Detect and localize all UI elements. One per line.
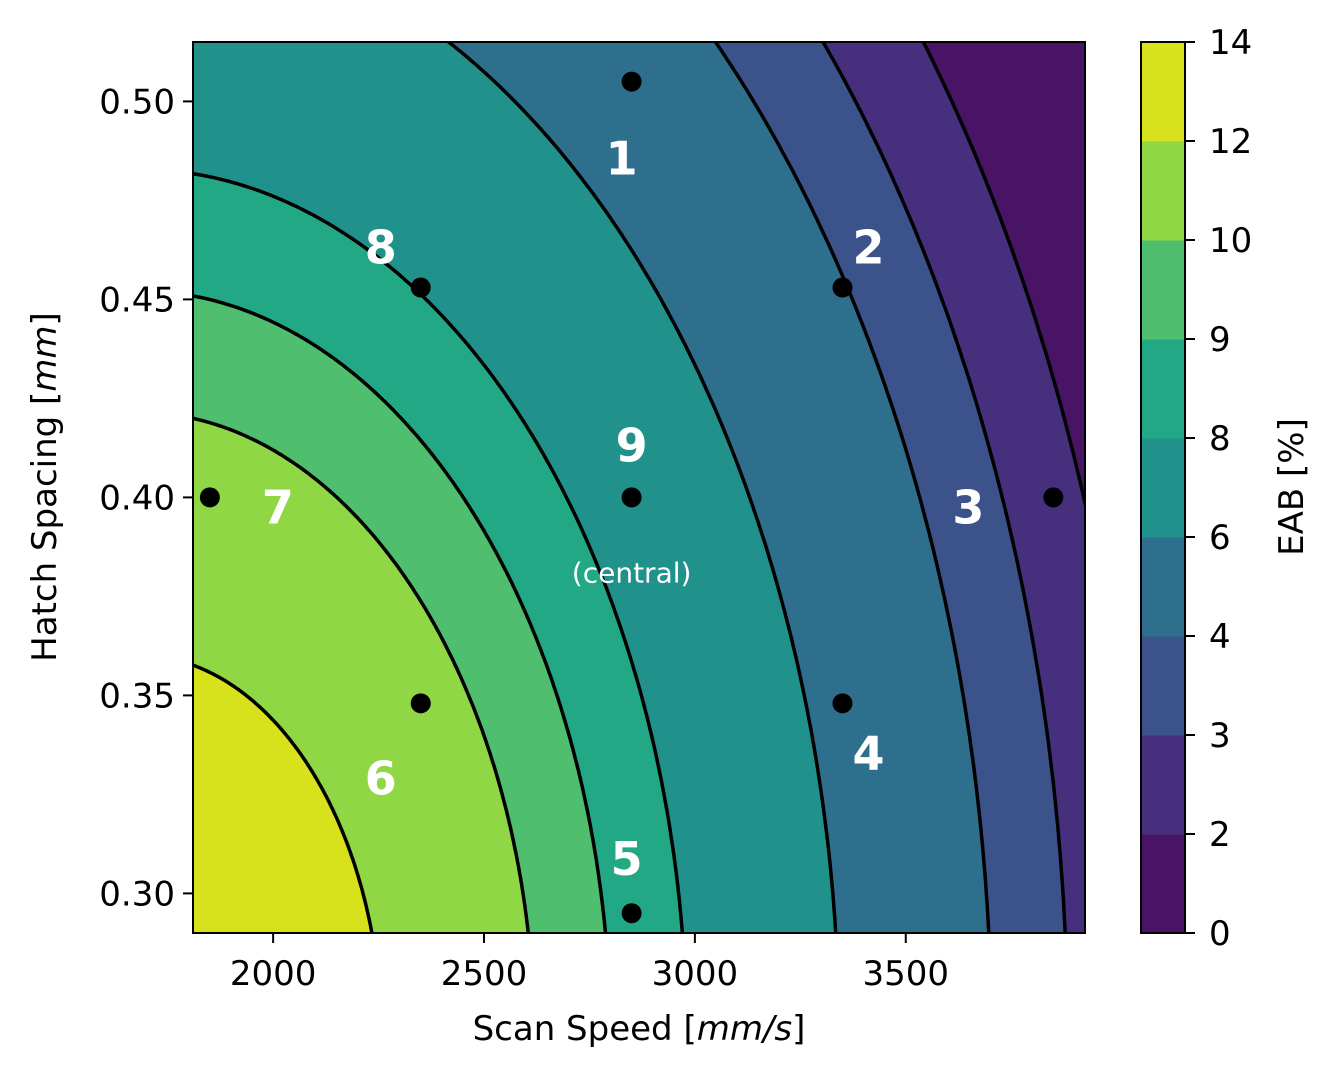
y-axis: 0.30 0.35 0.40 0.45 0.50 — [99, 82, 193, 914]
colorbar-tick-label: 12 — [1209, 122, 1252, 162]
contour-line-4 — [713, 42, 991, 933]
design-point-5 — [621, 903, 642, 924]
colorbar-tick-label: 8 — [1209, 419, 1231, 459]
contour-line-3 — [821, 42, 1067, 933]
contour-line-10 — [193, 416, 531, 933]
design-point-7 — [199, 487, 220, 508]
y-tick-label: 0.50 — [99, 82, 175, 122]
colorbar-frame — [1140, 41, 1186, 934]
design-point-3 — [1043, 487, 1064, 508]
contour-line-8 — [193, 171, 685, 933]
x-axis: 2000 2500 3000 3500 — [230, 933, 949, 994]
colorbar-segment — [1141, 735, 1185, 835]
design-point-8 — [410, 277, 431, 298]
colorbar-segment — [1141, 240, 1185, 340]
colorbar: 0 2 3 4 6 8 9 10 12 14 — [1140, 23, 1252, 954]
point-label-9: 9 — [616, 418, 648, 472]
y-tick-label: 0.30 — [99, 874, 175, 914]
point-label-5: 5 — [611, 832, 643, 886]
point-label-7: 7 — [262, 480, 294, 534]
x-tick-label: 3000 — [652, 954, 739, 994]
point-label-2: 2 — [852, 221, 884, 275]
x-axis-label: Scan Speed [mm/s] — [473, 1009, 806, 1049]
y-tick-label: 0.45 — [99, 280, 175, 320]
x-tick-label: 2000 — [230, 954, 317, 994]
design-point-6 — [410, 693, 431, 714]
plot-frame — [192, 41, 1086, 934]
design-point-9 — [621, 487, 642, 508]
contour-lines-layer — [193, 42, 1085, 933]
central-annotation: (central) — [572, 556, 692, 589]
colorbar-tick-label: 14 — [1209, 23, 1252, 63]
contour-line-9 — [193, 294, 608, 933]
x-tick-label: 2500 — [441, 954, 528, 994]
contour-fill-layer — [193, 42, 1085, 933]
colorbar-tick-label: 9 — [1209, 320, 1231, 360]
y-tick-label: 0.35 — [99, 676, 175, 716]
colorbar-segment — [1141, 537, 1185, 637]
point-label-1: 1 — [606, 132, 638, 186]
colorbar-tick-label: 2 — [1209, 815, 1231, 855]
design-point-4 — [832, 693, 853, 714]
colorbar-segment — [1141, 42, 1185, 142]
contour-line-6 — [445, 42, 838, 933]
colorbar-tick-label: 0 — [1209, 914, 1231, 954]
colorbar-segment — [1141, 438, 1185, 538]
point-labels-layer: 1 2 3 4 5 6 7 8 9 (central) — [262, 132, 985, 887]
colorbar-tick-label: 10 — [1209, 221, 1252, 261]
point-label-8: 8 — [365, 221, 397, 275]
colorbar-label: EAB [%] — [1272, 418, 1312, 556]
colorbar-tick-label: 3 — [1209, 716, 1231, 756]
colorbar-segment — [1141, 834, 1185, 934]
colorbar-tick-label: 4 — [1209, 617, 1231, 657]
point-label-4: 4 — [852, 726, 884, 780]
design-point-1 — [621, 71, 642, 92]
colorbar-segment — [1141, 141, 1185, 241]
colorbar-tick-label: 6 — [1209, 518, 1231, 558]
contour-line-12 — [193, 663, 374, 933]
y-axis-label: Hatch Spacing [mm] — [25, 312, 65, 662]
colorbar-segment — [1141, 636, 1185, 736]
point-label-6: 6 — [365, 751, 397, 805]
x-tick-label: 3500 — [862, 954, 949, 994]
point-label-3: 3 — [952, 480, 984, 534]
design-points-layer — [199, 71, 1064, 924]
colorbar-segment — [1141, 339, 1185, 439]
y-tick-label: 0.40 — [99, 478, 175, 518]
design-point-2 — [832, 277, 853, 298]
